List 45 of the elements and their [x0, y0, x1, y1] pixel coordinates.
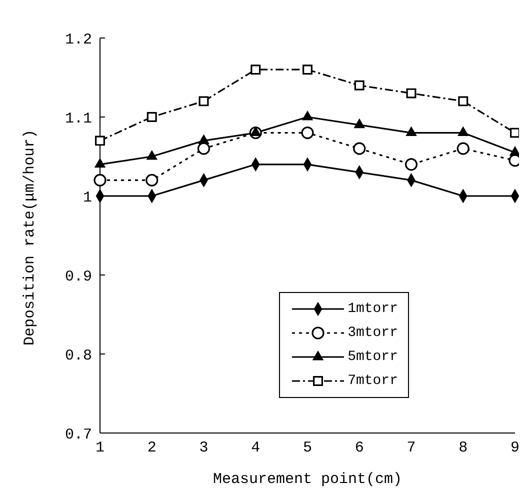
- y-tick-label: 0.7: [64, 426, 92, 444]
- point: [457, 126, 469, 136]
- x-tick-label: 1: [95, 440, 105, 457]
- point: [302, 64, 312, 75]
- y-axis-title: Deposition rate(μm/hour): [21, 129, 38, 346]
- x-tick-label: 3: [199, 440, 208, 457]
- point: [94, 158, 106, 168]
- point: [146, 150, 158, 160]
- point: [458, 96, 468, 106]
- point: [302, 110, 314, 120]
- point: [197, 142, 210, 155]
- legend-label: 5mtorr: [348, 349, 398, 365]
- y-tick-label: 0.9: [64, 268, 92, 286]
- y-tick-label: 0.8: [64, 347, 92, 364]
- point: [198, 96, 209, 106]
- legend-label: 1mtorr: [348, 301, 398, 317]
- point: [250, 126, 262, 136]
- point: [510, 128, 519, 138]
- x-tick-label: 7: [406, 440, 416, 457]
- point: [146, 112, 157, 122]
- x-axis-title: Measurement point(cm): [212, 471, 402, 488]
- x-tick-label: 2: [147, 440, 156, 457]
- point: [198, 134, 210, 144]
- point: [250, 64, 261, 75]
- point: [94, 174, 106, 186]
- x-tick-label: 5: [302, 440, 312, 457]
- legend-label: 7mtorr: [348, 373, 398, 389]
- point: [354, 80, 364, 90]
- x-tick-label: 6: [354, 440, 364, 457]
- x-tick-label: 4: [251, 440, 260, 457]
- point: [456, 142, 470, 155]
- point: [301, 126, 314, 140]
- point: [354, 118, 366, 128]
- point: [406, 88, 416, 98]
- point: [404, 158, 418, 171]
- x-tick-label: 9: [510, 440, 520, 457]
- point: [95, 136, 105, 146]
- x-tick-label: 8: [458, 440, 468, 457]
- point: [146, 174, 158, 186]
- point: [406, 126, 417, 136]
- y-tick-label: 1.1: [64, 110, 92, 128]
- y-tick-label: 1: [82, 189, 92, 206]
- legend-label: 3mtorr: [348, 325, 398, 341]
- y-tick-label: 1.2: [64, 31, 92, 48]
- point: [353, 142, 366, 155]
